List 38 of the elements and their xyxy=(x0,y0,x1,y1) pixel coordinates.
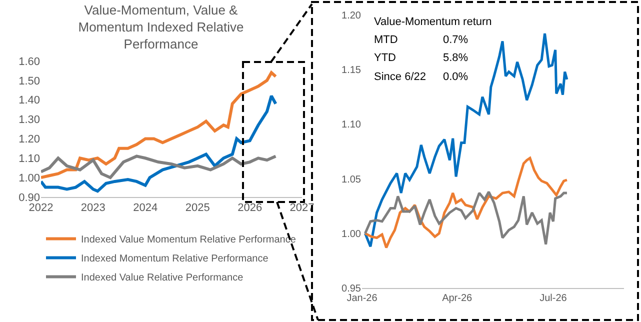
y-tick-label: 1.05 xyxy=(342,174,362,186)
x-tick-label: 2022 xyxy=(28,202,54,214)
annotation: 0.7% xyxy=(443,34,468,46)
y-tick-label: 1.20 xyxy=(342,10,362,22)
x-tick-label: 2023 xyxy=(80,202,106,214)
annotation: MTD xyxy=(374,34,398,46)
annotation: Value-Momentum return xyxy=(374,16,492,28)
line-series xyxy=(364,32,568,248)
annotation: YTD xyxy=(374,52,396,64)
y-tick-label: 1.20 xyxy=(18,134,40,146)
y-tick-label: 1.15 xyxy=(342,65,362,76)
legend-label: Indexed Value Relative Performance xyxy=(81,272,244,284)
y-tick-label: 1.50 xyxy=(18,75,40,88)
x-tick-label: 2026 xyxy=(238,202,262,214)
y-tick-label: 1.30 xyxy=(18,114,40,126)
y-tick-label: 1.60 xyxy=(18,56,40,68)
y-tick-label: 1.10 xyxy=(18,152,40,165)
chart-title: Value-Momentum, Value & Momentum Indexed Relative Performance xyxy=(78,2,244,52)
line-series xyxy=(41,154,278,180)
legend-label: Indexed Value Momentum Relative Performance xyxy=(81,234,296,246)
line-series xyxy=(41,94,278,193)
y-tick-label: 0.95 xyxy=(342,284,362,294)
annotation: 0.0% xyxy=(443,71,468,83)
x-tick-label: 2024 xyxy=(133,202,158,214)
x-tick-label: 2025 xyxy=(185,202,210,214)
line-series xyxy=(364,190,568,246)
x-tick-label: Apr-26 xyxy=(442,293,473,304)
y-tick-label: 1.40 xyxy=(18,94,40,107)
y-tick-label: 1.00 xyxy=(342,228,362,240)
x-tick-label: Jan-26 xyxy=(346,293,378,304)
annotation: Since 6/22 xyxy=(374,71,426,83)
x-tick-label: Jul-26 xyxy=(540,293,568,304)
legend-label: Indexed Momentum Relative Performance xyxy=(81,254,269,265)
line-series xyxy=(41,71,278,180)
y-tick-label: 1.00 xyxy=(18,172,40,184)
y-tick-label: 1.10 xyxy=(342,120,362,131)
y-tick-label: 0.90 xyxy=(18,192,40,204)
annotation: 5.8% xyxy=(443,52,468,64)
